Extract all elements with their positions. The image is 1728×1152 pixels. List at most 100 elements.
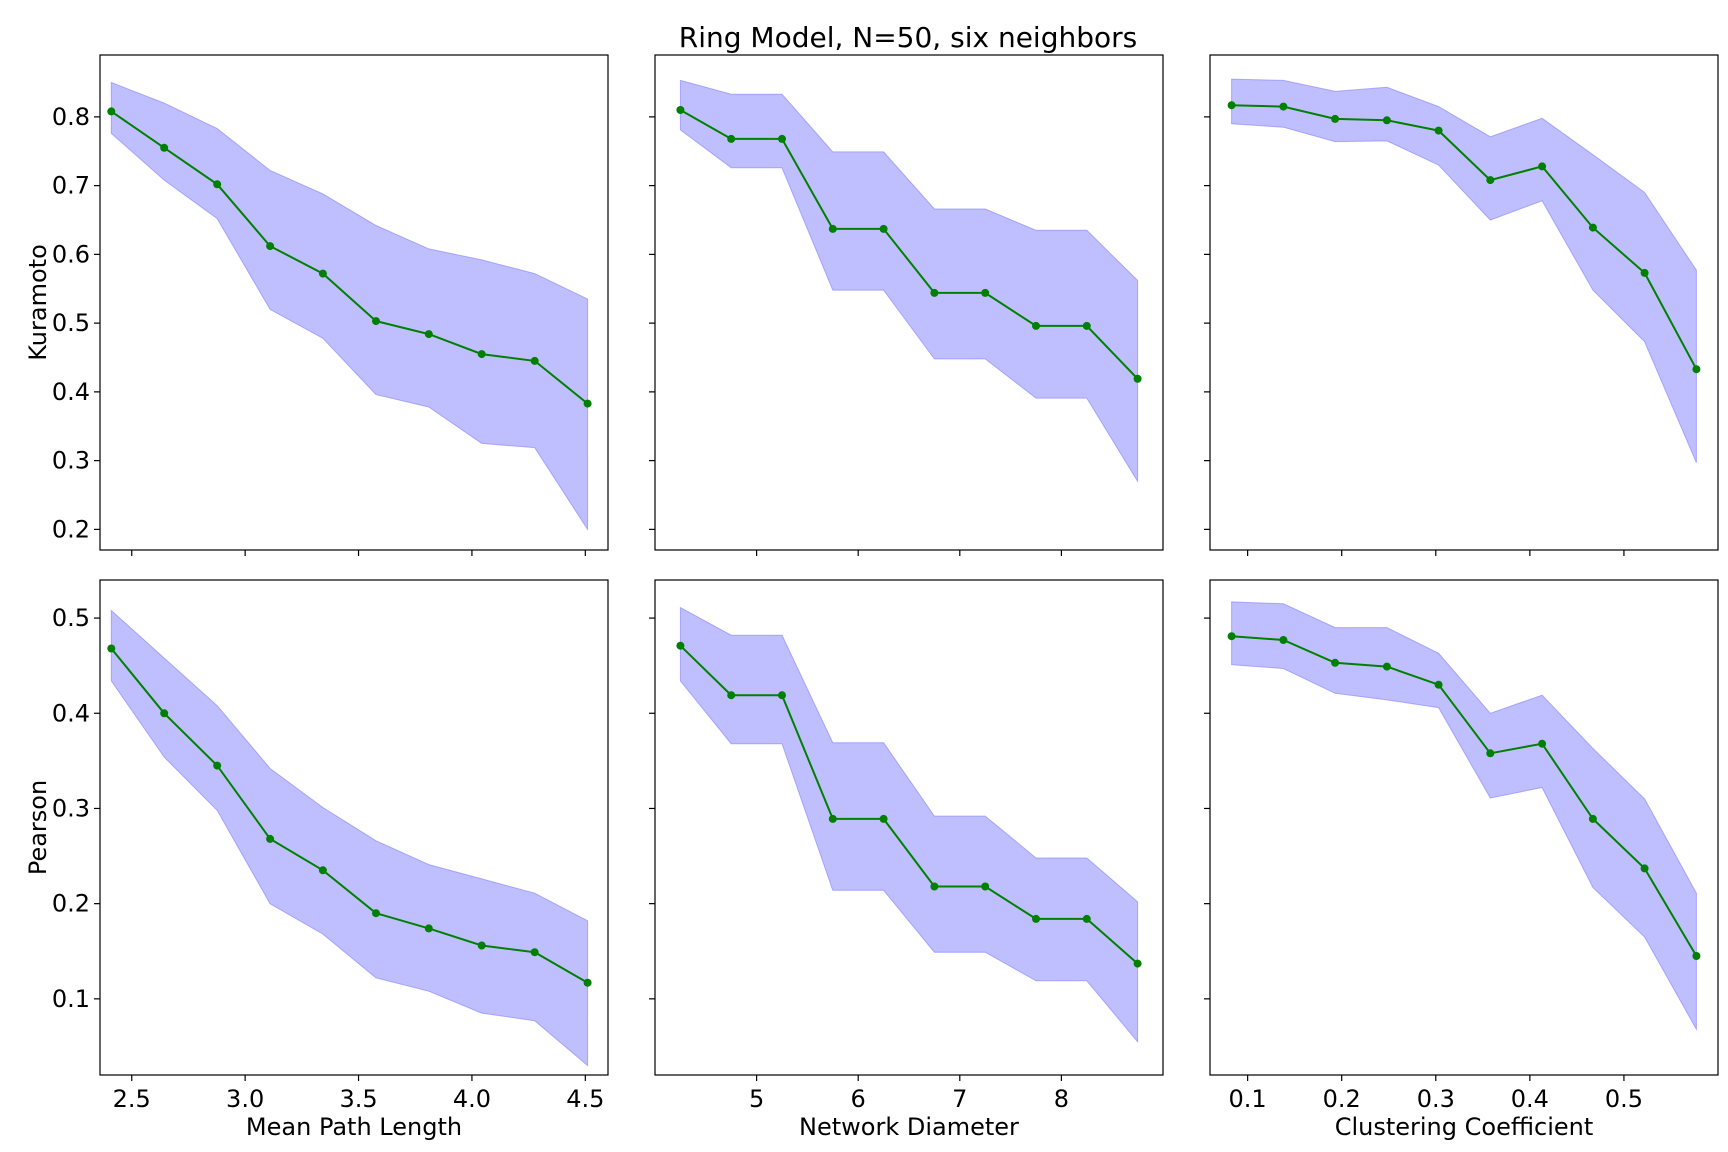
data-point	[727, 134, 736, 143]
subplot-r0c2	[1204, 54, 1719, 556]
data-point	[477, 350, 486, 359]
axes-frame	[654, 579, 1164, 1076]
data-point	[1279, 102, 1288, 111]
data-point	[1434, 126, 1443, 135]
x-tick-label: 5	[749, 1085, 764, 1113]
y-tick-label: 0.5	[52, 309, 90, 337]
y-tick-label: 0.2	[52, 890, 90, 918]
data-point	[160, 143, 169, 152]
data-point	[318, 269, 327, 278]
confidence-band	[110, 81, 589, 532]
confidence-band	[1231, 601, 1697, 1032]
confidence-band	[679, 606, 1139, 1044]
data-point	[1692, 365, 1701, 374]
x-tick-label: 0.4	[1511, 1085, 1549, 1113]
data-point	[318, 866, 327, 875]
data-point	[930, 288, 939, 297]
subplot-r1c2: 0.1 0.2 0.3 0.4 0.5 Clustering Coefficient	[1204, 579, 1719, 1141]
y-tick-label: 0.7	[52, 172, 90, 200]
data-point	[1640, 268, 1649, 277]
data-point	[372, 909, 380, 918]
data-point	[1588, 814, 1597, 823]
axes-frame	[654, 54, 1164, 551]
subplot-r0c0: 0.2 0.3 0.4 0.5 0.6 0.7 0.8 Kuramoto	[24, 54, 609, 556]
data-point	[1133, 959, 1142, 968]
y-axis-label: Pearson	[24, 780, 52, 875]
x-tick-label: 7	[952, 1085, 967, 1113]
y-tick-label: 0.8	[52, 103, 90, 131]
x-tick-label: 3.0	[226, 1085, 264, 1113]
data-point	[930, 882, 939, 891]
data-point	[1382, 116, 1391, 125]
data-point	[583, 399, 592, 408]
x-axis-label: Clustering Coefficient	[1335, 1113, 1594, 1141]
x-axis-label: Mean Path Length	[246, 1113, 462, 1141]
series-line	[110, 647, 589, 984]
data-point	[266, 242, 275, 251]
data-point	[372, 317, 380, 326]
data-point	[1538, 739, 1547, 748]
data-point	[213, 180, 222, 189]
data-point	[828, 814, 837, 823]
data-point	[828, 224, 837, 233]
figure-title: Ring Model, N=50, six neighbors	[679, 21, 1137, 54]
data-point	[1486, 176, 1495, 185]
x-tick-label: 0.2	[1323, 1085, 1361, 1113]
x-tick-label: 0.1	[1229, 1085, 1267, 1113]
data-point	[1434, 680, 1443, 689]
x-tick-label: 6	[851, 1085, 866, 1113]
data-point	[107, 107, 116, 116]
data-point	[530, 356, 539, 365]
subplot-r1c1: 5 6 7 8 Network Diameter	[649, 579, 1164, 1141]
panels: 0.2 0.3 0.4 0.5 0.6 0.7 0.8 Kuramoto 2.5 3.0 3.5 4.…	[24, 54, 1719, 1141]
data-point	[778, 134, 786, 143]
data-point	[1331, 114, 1340, 123]
x-tick-label: 4.5	[566, 1085, 604, 1113]
x-tick-label: 0.3	[1417, 1085, 1455, 1113]
data-point	[424, 330, 433, 339]
data-point	[1032, 321, 1040, 330]
data-point	[1486, 749, 1495, 758]
y-tick-label: 0.6	[52, 240, 90, 268]
x-tick-label: 4.0	[453, 1085, 491, 1113]
data-point	[981, 882, 990, 891]
data-point	[676, 641, 685, 650]
data-point	[1692, 952, 1701, 960]
data-point	[778, 691, 786, 700]
subplot-r1c0: 2.5 3.0 3.5 4.0 4.5 0.1 0.2 0.3 0.4 0.5 Mean Path …	[24, 579, 609, 1141]
data-point	[530, 948, 539, 957]
data-point	[1331, 658, 1340, 667]
series-line	[1231, 104, 1698, 370]
data-point	[879, 224, 888, 233]
x-tick-label: 8	[1054, 1085, 1069, 1113]
series-line	[1231, 635, 1698, 957]
data-point	[879, 814, 888, 823]
x-axis-label: Network Diameter	[799, 1113, 1019, 1141]
data-point	[1133, 374, 1142, 383]
data-point	[477, 941, 486, 950]
y-tick-label: 0.1	[52, 985, 90, 1013]
data-point	[1588, 223, 1597, 232]
data-point	[1538, 162, 1547, 171]
y-tick-label: 0.3	[52, 794, 90, 822]
data-point	[1082, 321, 1091, 330]
data-point	[1227, 101, 1236, 110]
data-point	[1279, 636, 1288, 644]
data-point	[213, 761, 222, 770]
axes-frame	[99, 54, 609, 551]
y-tick-label: 0.5	[52, 604, 90, 632]
data-point	[583, 978, 592, 987]
axes-frame	[1209, 579, 1719, 1076]
series-line	[110, 110, 589, 405]
y-tick-label: 0.3	[52, 447, 90, 475]
data-point	[266, 834, 275, 843]
data-point	[1227, 632, 1236, 641]
data-point	[1082, 914, 1091, 923]
confidence-band	[110, 609, 589, 1067]
data-point	[676, 106, 685, 114]
data-point	[981, 288, 990, 297]
axes-frame	[1209, 54, 1719, 551]
data-point	[1640, 864, 1649, 873]
x-tick-label: 2.5	[113, 1085, 151, 1113]
x-tick-label: 0.5	[1605, 1085, 1643, 1113]
